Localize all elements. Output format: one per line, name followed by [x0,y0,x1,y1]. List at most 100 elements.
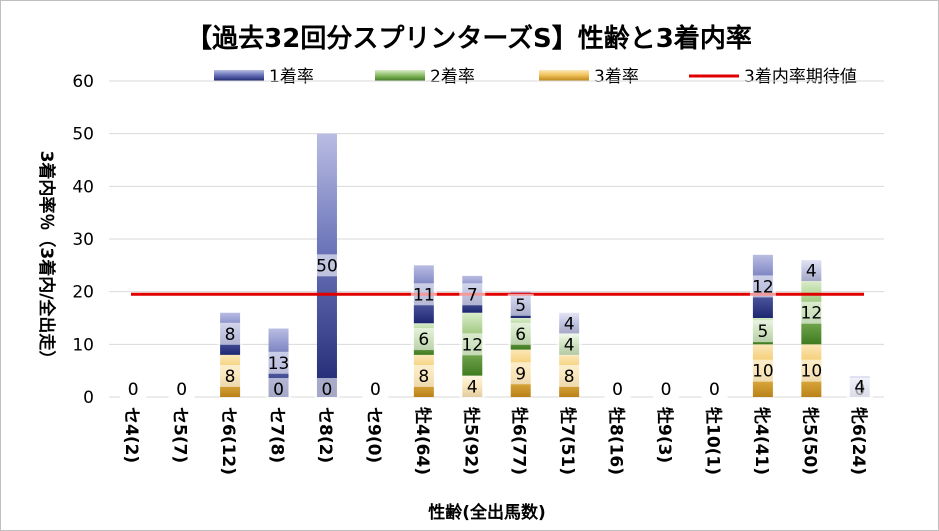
data-label-bg [459,283,486,306]
category-label: セ6(12) [218,407,238,475]
data-label: 5 [515,296,526,316]
data-label: 4 [564,335,575,355]
y-tick-label: 40 [72,177,94,197]
data-label-bg [846,375,873,398]
category-label: 牡10(1) [702,407,723,475]
data-label-bg [556,364,583,387]
data-label: 12 [801,304,823,324]
category-label: 牡4(64) [412,407,433,475]
y-tick-label: 0 [83,388,94,408]
data-label: 8 [418,367,429,387]
data-label: 10 [801,362,823,382]
data-label: 13 [268,354,290,374]
data-label: 7 [467,285,478,305]
data-label-bg [217,364,244,387]
y-tick-label: 20 [72,283,94,303]
category-label: セ7(8) [267,407,287,463]
data-label: 5 [757,322,768,342]
chart-title: 【過去32回分スプリンターズS】性齢と3着内率 [186,23,752,54]
data-label: 10 [752,362,774,382]
data-label-bg [749,275,776,298]
data-label-bg [410,364,437,387]
legend-label: 2着率 [430,67,475,87]
y-tick-label: 30 [72,230,94,250]
legend-swatch [214,70,264,81]
data-label-bg [265,351,292,374]
data-label: 9 [515,364,526,384]
data-label-bg [313,254,340,277]
category-labels: セ4(2) セ5(7) セ6(12) セ7(8) セ8(2) セ9(0) 牡4(64) 牡5(… [121,407,869,475]
data-label-bg [507,362,534,385]
data-label-bg [459,375,486,398]
data-label: 12 [752,277,774,297]
data-label-bg [265,378,292,400]
data-label: 12 [461,335,483,355]
data-label: 50 [316,256,338,276]
data-label-bg [798,359,825,382]
category-label: セ4(2) [121,407,141,463]
legend-swatch [375,70,425,81]
data-label-bg [556,312,583,335]
category-label: セ5(7) [170,407,190,463]
data-label-bg [217,322,244,345]
data-label: 0 [370,380,381,400]
category-label: 牡8(16) [606,407,627,475]
y-axis-ticks: 0 10 20 30 40 50 60 [72,72,94,408]
data-label: 0 [273,380,284,400]
data-label: 8 [225,325,236,345]
data-label-bg [507,322,534,345]
data-label-bg [120,378,147,400]
y-axis-label: 3着内率％（3着内/全出走） [36,151,57,368]
data-label-bg [459,333,486,356]
legend-label: 3着内率期待値 [744,67,857,87]
data-label-bg [749,320,776,343]
category-label: 牡7(51) [557,407,578,475]
data-label: 0 [612,380,623,400]
data-label: 8 [564,367,575,387]
data-label: 6 [418,330,429,350]
category-label: 牡6(77) [509,407,530,475]
category-label: 牡9(3) [654,407,675,463]
data-label: 0 [176,380,187,400]
category-label: セ8(2) [315,407,335,463]
data-label: 4 [564,314,575,334]
data-label: 0 [128,380,139,400]
data-label-bg [798,259,825,282]
data-label-bg [556,333,583,356]
legend: 1着率 2着率 3着率 3着内率期待値 [214,67,857,87]
data-label: 0 [661,380,672,400]
legend-label: 3着率 [594,67,639,87]
data-label-bg [168,378,195,400]
data-label: 4 [467,377,478,397]
data-label-bg [410,283,437,306]
data-label-bg [362,378,389,400]
data-labels: 0000008801305000086114127965844000000000… [120,254,873,400]
data-label: 8 [225,367,236,387]
data-label-bg [604,378,631,400]
legend-swatch [539,70,589,81]
category-label: 牝5(50) [799,407,820,475]
data-label: 4 [854,377,865,397]
data-label-bg [410,328,437,351]
data-label: 6 [515,325,526,345]
data-label: 0 [709,380,720,400]
data-label-bg [749,359,776,382]
data-label-bg [701,378,728,400]
data-label-bg [653,378,680,400]
data-label-bg [798,301,825,324]
data-label-bg [507,293,534,316]
category-label: 牡5(92) [460,407,481,475]
y-tick-label: 60 [72,72,94,92]
data-label: 0 [322,380,333,400]
x-axis-label: 性齢(全出馬数) [428,502,546,523]
category-label: セ9(0) [363,407,383,463]
category-label: 牝4(41) [751,407,772,475]
data-label-bg [313,378,340,400]
legend-label: 1着率 [269,67,314,87]
y-tick-label: 50 [72,125,94,145]
data-label: 11 [413,285,435,305]
category-label: 牝6(24) [848,407,869,475]
y-tick-label: 10 [72,335,94,355]
